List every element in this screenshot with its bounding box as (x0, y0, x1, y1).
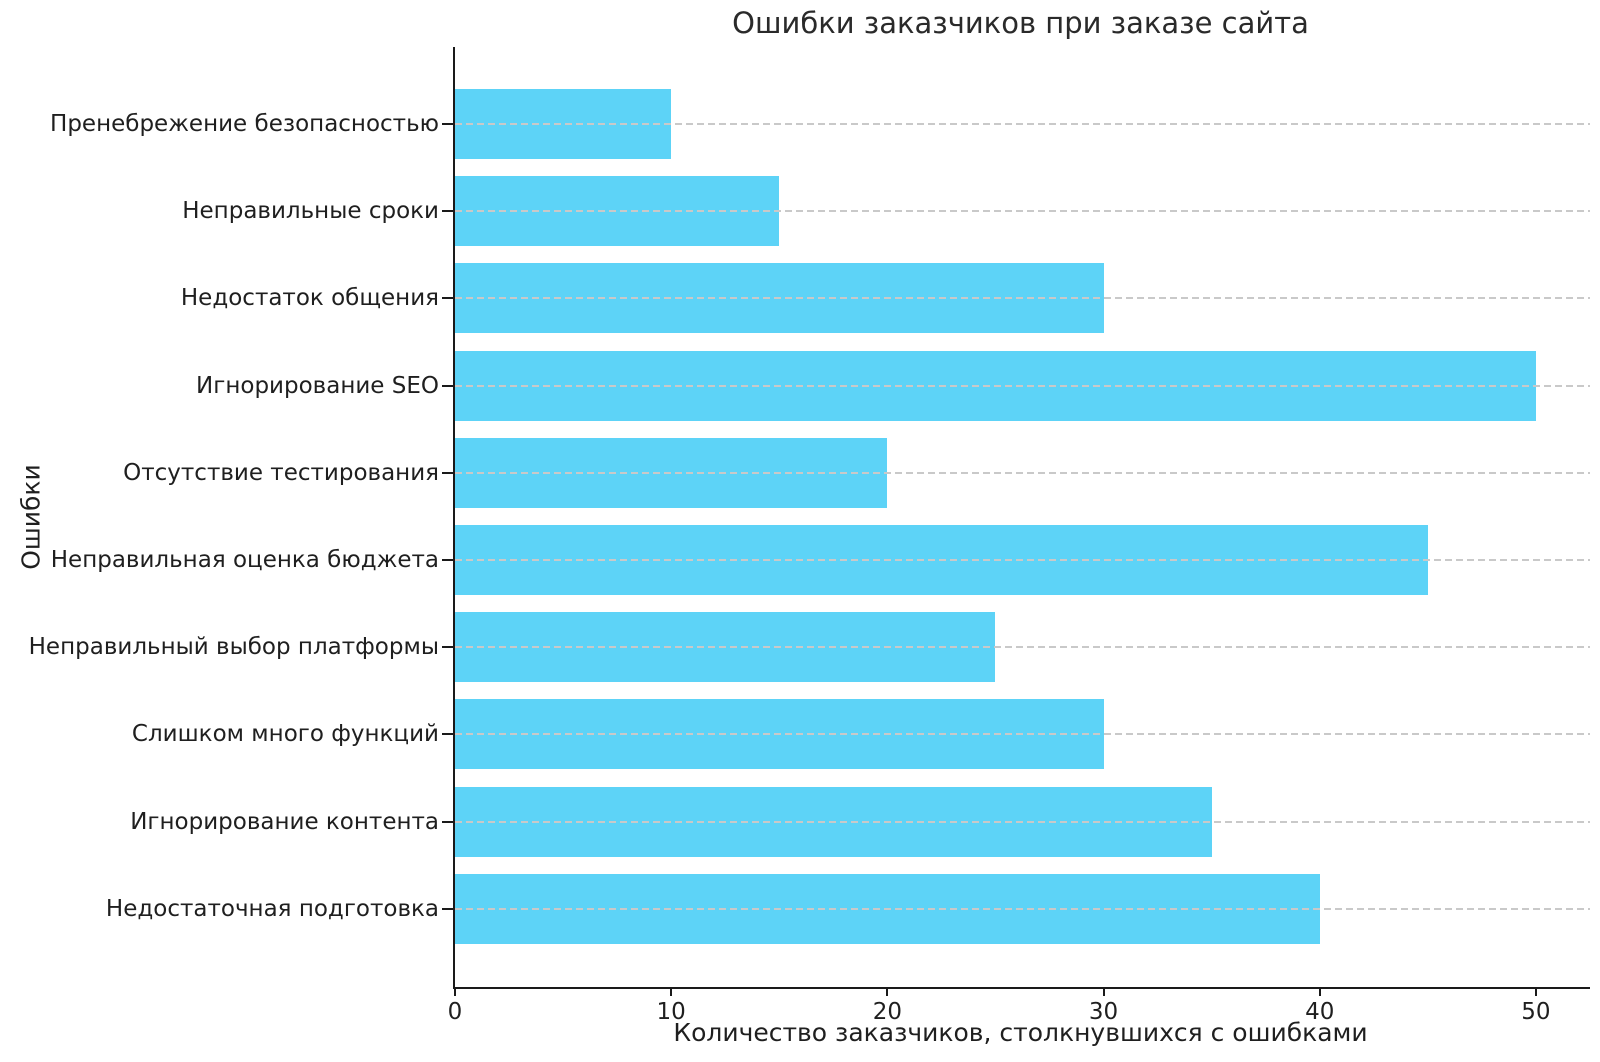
bar-row: Пренебрежение безопасностью (50, 89, 1590, 159)
x-tick (1318, 987, 1321, 996)
y-tick (442, 471, 453, 474)
y-tick (442, 210, 453, 213)
x-tick-label: 20 (872, 999, 903, 1025)
bar-row: Недостаточная подготовка (106, 873, 1590, 944)
y-tick (442, 297, 453, 300)
category-label: Недостаточная подготовка (105, 895, 439, 922)
y-tick (442, 646, 453, 649)
category-label: Неправильный выбор платформы (28, 634, 439, 661)
bar-row: Неправильный выбор платформы (29, 612, 1590, 683)
bar-row: Недостаток общения (181, 263, 1590, 334)
plot-area: Пренебрежение безопасностью Неправильные … (29, 47, 1590, 1025)
category-label: Неправильная оценка бюджета (50, 547, 439, 573)
y-axis-label: Ошибки (16, 464, 46, 570)
bar-row: Неправильная оценка бюджета (51, 525, 1590, 595)
bar-row: Игнорирование SEO (196, 350, 1590, 421)
bar-row: Слишком много функций (132, 699, 1590, 770)
x-tick (670, 987, 673, 996)
x-tick-label: 0 (447, 999, 463, 1025)
gridline (455, 559, 1590, 561)
category-label: Отсутствие тестирования (123, 459, 439, 486)
y-tick (442, 123, 453, 125)
x-tick (1534, 987, 1537, 996)
y-tick (442, 820, 453, 823)
gridline (455, 297, 1590, 300)
category-label: Неправильные сроки (182, 198, 439, 225)
x-tick-label: 10 (656, 999, 686, 1025)
x-axis-label: Количество заказчиков, столкнувшихся с о… (673, 1018, 1368, 1047)
gridline (455, 210, 1590, 213)
bar-row: Неправильные сроки (182, 176, 1590, 247)
chart-title: Ошибки заказчиков при заказе сайта (732, 6, 1309, 40)
category-label: Недостаток общения (180, 285, 439, 312)
gridline (455, 820, 1590, 823)
x-tick (454, 987, 456, 996)
gridline (455, 384, 1590, 387)
category-label: Слишком много функций (131, 721, 439, 748)
gridline (455, 907, 1590, 910)
category-label: Пренебрежение безопасностью (50, 111, 439, 137)
y-tick (442, 559, 453, 561)
x-tick-label: 30 (1088, 999, 1119, 1025)
x-tick (1102, 987, 1105, 996)
x-tick-label: 40 (1305, 999, 1335, 1025)
gridline (455, 646, 1590, 649)
y-tick (442, 733, 453, 736)
y-tick (442, 384, 453, 387)
x-tick (886, 987, 889, 996)
category-label: Игнорирование контента (130, 808, 439, 835)
gridline (455, 471, 1590, 474)
bar-row: Отсутствие тестирования (123, 437, 1590, 508)
x-tick-label: 50 (1521, 999, 1551, 1025)
gridline (455, 733, 1590, 736)
bar-row: Игнорирование контента (130, 786, 1590, 857)
category-label: Игнорирование SEO (196, 372, 439, 399)
y-tick (442, 907, 453, 910)
gridline (455, 123, 1590, 125)
